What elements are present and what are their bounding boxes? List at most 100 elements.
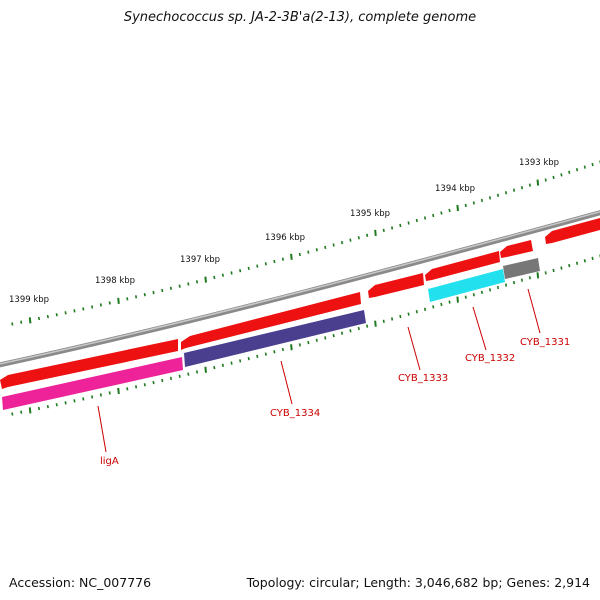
minor-tick [64,311,67,315]
minor-tick [195,370,199,374]
gene-red-2[interactable] [181,292,361,350]
minor-tick [264,352,267,356]
leader-line [407,326,421,371]
minor-tick [307,340,310,345]
minor-tick [488,288,492,292]
minor-tick [178,374,181,378]
major-tick [536,272,540,279]
minor-tick [169,286,173,290]
major-tick [290,344,293,351]
major-tick [28,317,32,324]
minor-tick [349,238,352,242]
leader-line [97,405,107,453]
gene-label-CYB_1331[interactable]: CYB_1331 [520,337,570,348]
minor-tick [568,263,571,268]
minor-tick [11,412,14,416]
gene-CYB_1334[interactable] [184,310,366,367]
minor-tick [504,191,508,195]
minor-tick [55,313,58,317]
minor-tick [37,406,41,411]
major-tick [374,229,377,236]
minor-tick [591,256,594,261]
minor-tick [324,336,327,340]
minor-tick [560,266,563,270]
minor-tick [221,273,225,277]
gene-ligA[interactable] [2,357,183,410]
minor-tick [528,276,531,280]
kbp-label: 1393 kbp [519,158,559,168]
gene-label-CYB_1334[interactable]: CYB_1334 [270,408,320,419]
minor-tick [221,363,225,367]
gene-label-CYB_1333[interactable]: CYB_1333 [398,373,448,384]
minor-tick [298,252,301,257]
minor-tick [544,271,547,275]
minor-tick [55,403,58,407]
minor-tick [407,312,410,316]
minor-tick [472,201,475,205]
minor-tick [315,338,318,342]
minor-tick [575,261,579,265]
minor-tick [472,293,475,297]
minor-tick [11,322,14,326]
minor-tick [432,305,435,309]
minor-tick [560,173,563,177]
minor-tick [247,356,250,361]
minor-tick [91,395,94,399]
kbp-label: 1396 kbp [265,233,305,243]
minor-tick [382,228,385,233]
minor-tick [169,376,173,381]
gene-red-3[interactable] [368,273,424,298]
minor-tick [340,331,344,335]
minor-tick [448,208,451,213]
minor-tick [382,319,385,323]
minor-tick [366,324,369,328]
minor-tick [332,243,335,247]
gene-label-ligA[interactable]: ligA [100,456,119,467]
minor-tick [583,259,586,263]
minor-tick [480,198,484,203]
leader-line [280,360,293,405]
minor-tick [528,183,531,187]
minor-tick [73,399,76,403]
major-tick [28,407,32,414]
minor-tick [340,240,344,245]
minor-tick [520,186,524,190]
minor-tick [504,283,508,287]
gene-CYB_1331[interactable] [503,258,540,279]
minor-tick [298,343,301,347]
gene-red-4[interactable] [425,251,500,281]
minor-tick [390,317,394,321]
gene-red-5[interactable] [500,240,533,258]
minor-tick [423,216,427,220]
minor-tick [108,391,111,395]
major-tick [456,204,459,212]
minor-tick [415,218,418,223]
minor-tick [134,385,138,389]
kbp-label: 1398 kbp [95,276,135,286]
minor-tick [512,280,516,285]
minor-tick [82,307,85,311]
minor-tick [91,305,94,309]
minor-tick [256,354,259,359]
gene-CYB_1332[interactable] [428,269,505,302]
gene-label-CYB_1332[interactable]: CYB_1332 [465,353,515,364]
minor-tick [143,383,146,387]
major-tick [456,296,459,303]
kbp-label: 1397 kbp [180,255,220,265]
minor-tick [324,245,327,250]
minor-tick [332,333,335,338]
minor-tick [415,310,418,314]
major-tick [204,276,207,283]
minor-tick [73,309,76,313]
minor-tick [46,404,49,409]
minor-tick [390,226,394,230]
minor-tick [99,393,103,397]
minor-tick [187,372,190,376]
gene-red-1[interactable] [0,339,178,389]
minor-tick [407,221,410,225]
minor-tick [496,193,500,197]
gene-red-6[interactable] [545,218,600,244]
major-tick [536,179,540,186]
minor-tick [37,316,41,321]
kbp-label: 1399 kbp [9,295,49,305]
